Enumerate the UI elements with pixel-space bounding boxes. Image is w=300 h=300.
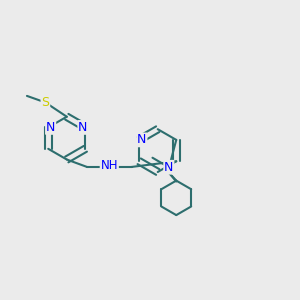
Text: N: N: [137, 134, 147, 146]
Text: S: S: [41, 96, 50, 109]
Text: N: N: [46, 121, 55, 134]
Text: N: N: [78, 121, 88, 134]
Text: NH: NH: [100, 159, 118, 172]
Text: N: N: [164, 161, 173, 174]
